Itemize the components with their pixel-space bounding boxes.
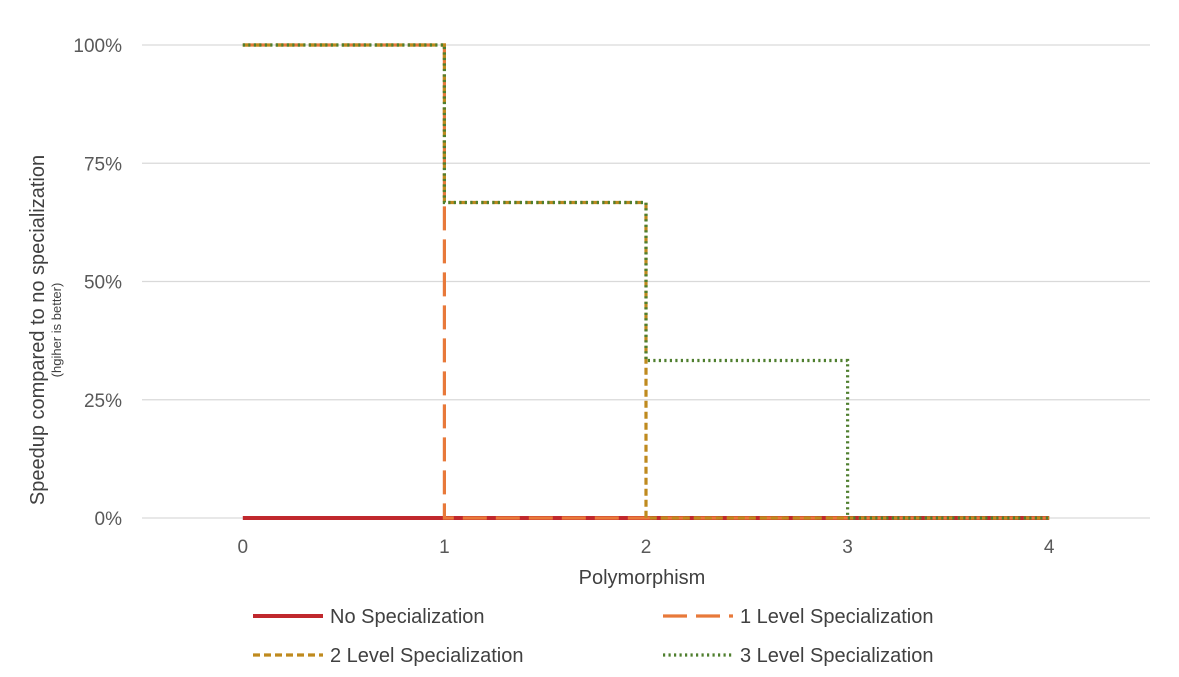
series-lines xyxy=(242,43,1050,520)
x-tick-label: 1 xyxy=(439,537,450,558)
x-axis-label: Polymorphism xyxy=(579,567,706,589)
series-line xyxy=(242,43,1050,520)
legend-label: 1 Level Specialization xyxy=(740,606,933,628)
y-axis-sublabel: (hgiher is better) xyxy=(49,283,64,378)
x-tick-label: 2 xyxy=(641,537,652,558)
y-axis-ticks: 0% 25% 50% 75% 100% xyxy=(73,36,122,530)
y-tick-label: 100% xyxy=(73,36,122,57)
x-axis-ticks: 0 1 2 3 4 xyxy=(238,537,1055,558)
legend-label: 2 Level Specialization xyxy=(330,645,523,667)
y-axis-label-group: Speedup compared to no specialization (h… xyxy=(27,155,64,505)
y-tick-label: 50% xyxy=(84,273,122,294)
x-tick-label: 4 xyxy=(1044,537,1055,558)
y-tick-label: 0% xyxy=(95,509,123,530)
x-tick-label: 0 xyxy=(238,537,249,558)
legend: No Specialization 1 Level Specialization 2… xyxy=(253,606,933,667)
y-tick-label: 25% xyxy=(84,391,122,412)
legend-label: No Specialization xyxy=(330,606,485,628)
x-tick-label: 3 xyxy=(842,537,853,558)
legend-label: 3 Level Specialization xyxy=(740,645,933,667)
y-tick-label: 75% xyxy=(84,154,122,175)
series-line xyxy=(242,43,1050,520)
y-axis-label: Speedup compared to no specialization xyxy=(27,155,49,505)
